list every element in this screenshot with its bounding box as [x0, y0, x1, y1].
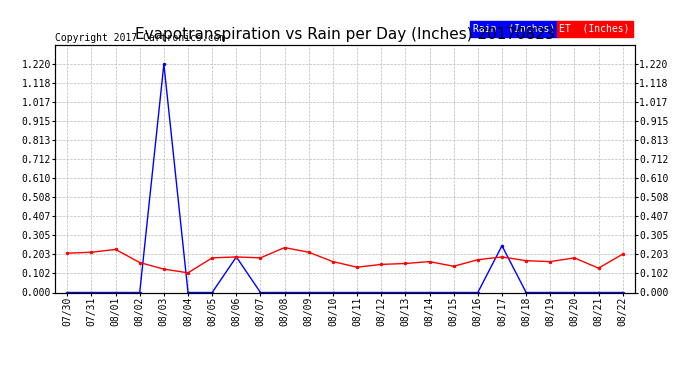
Text: Rain  (Inches): Rain (Inches) [473, 24, 555, 34]
Text: Copyright 2017 Cartronics.com: Copyright 2017 Cartronics.com [55, 33, 226, 42]
Title: Evapotranspiration vs Rain per Day (Inches) 20170823: Evapotranspiration vs Rain per Day (Inch… [135, 27, 555, 42]
Text: ET  (Inches): ET (Inches) [560, 24, 630, 34]
